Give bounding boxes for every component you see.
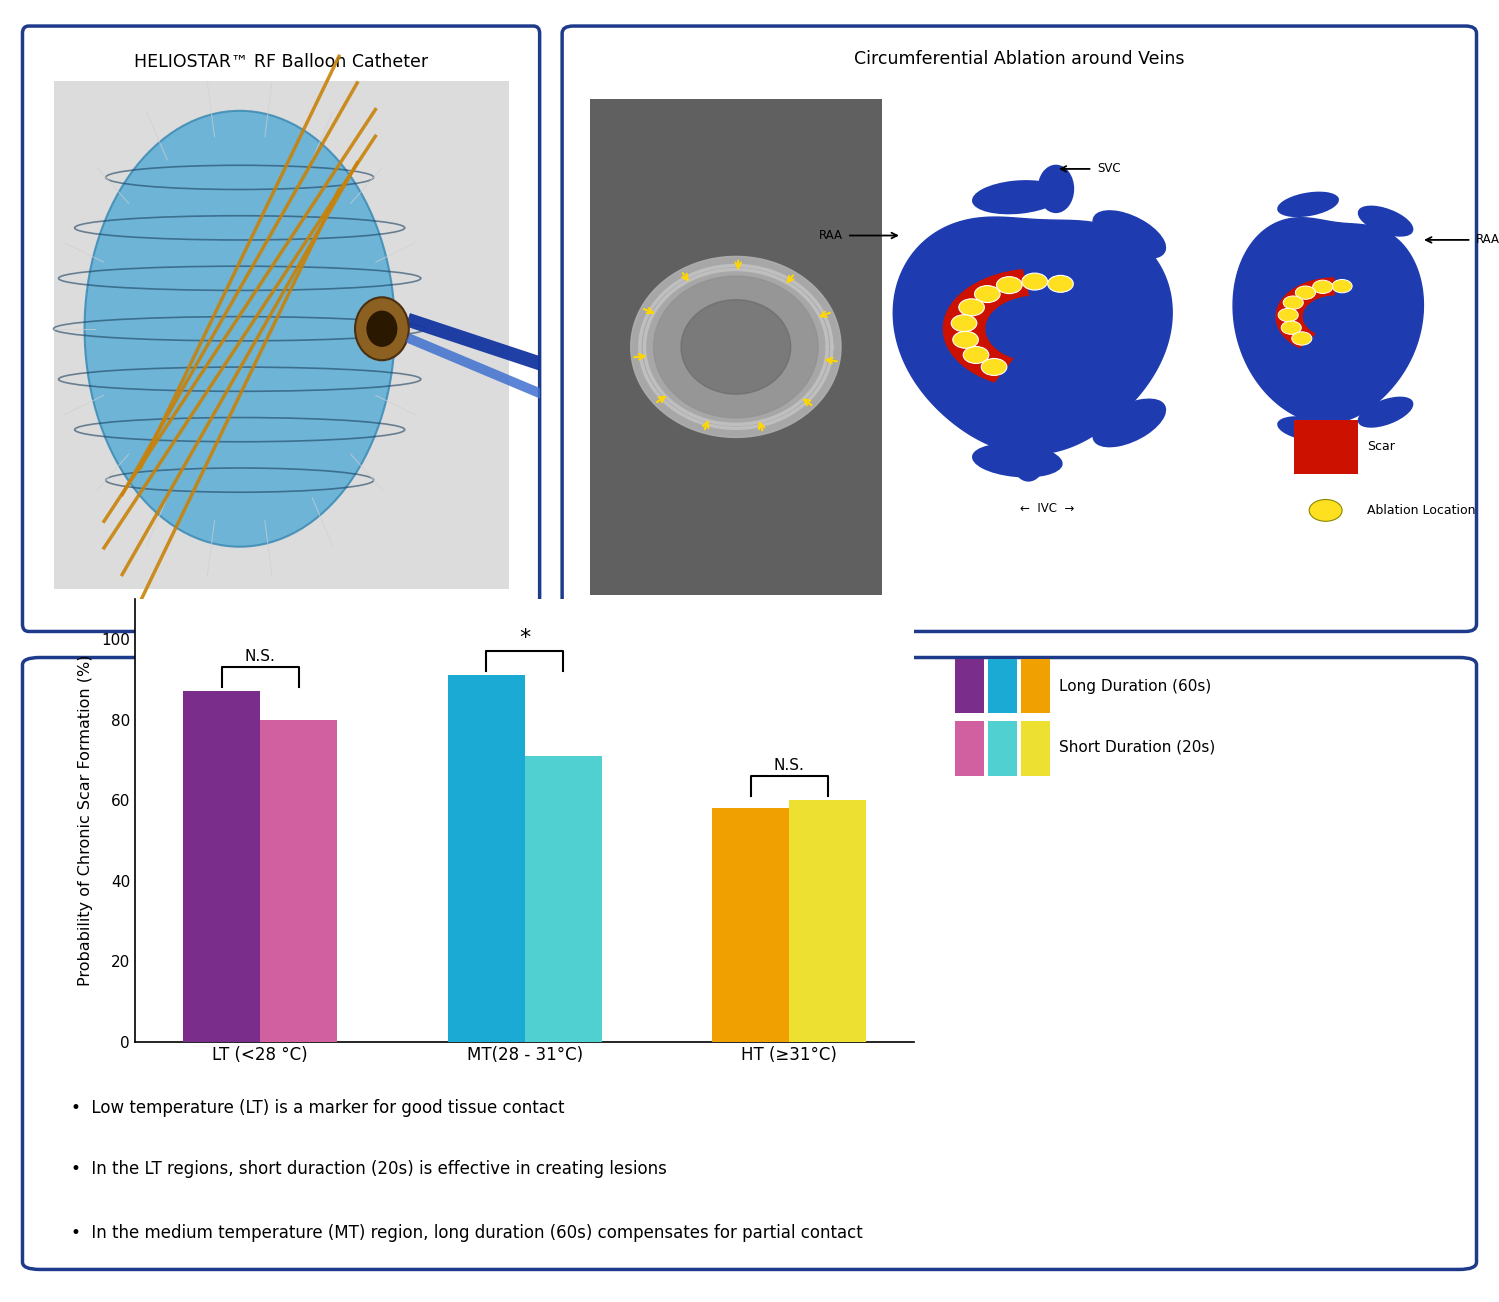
Ellipse shape [1358,397,1414,427]
Circle shape [1313,280,1333,293]
Ellipse shape [1093,210,1166,259]
Circle shape [1333,280,1352,293]
Polygon shape [1234,217,1424,423]
Ellipse shape [1012,443,1045,482]
Circle shape [1283,296,1303,310]
Ellipse shape [1358,206,1414,237]
Circle shape [997,276,1022,294]
Circle shape [953,331,979,348]
Ellipse shape [1093,398,1166,448]
Text: RAA: RAA [1477,233,1499,246]
Bar [955,659,985,713]
Text: •  Low temperature (LT) is a marker for good tissue contact: • Low temperature (LT) is a marker for g… [70,1099,564,1117]
Circle shape [1048,275,1073,293]
Circle shape [959,299,985,316]
Bar [790,801,866,1042]
Circle shape [964,346,989,363]
Polygon shape [681,299,791,395]
Circle shape [982,358,1007,375]
Text: Ablation Location: Ablation Location [1367,504,1475,517]
Text: ←  IVC  →: ← IVC → [1019,503,1073,516]
Y-axis label: Probability of Chronic Scar Formation (%): Probability of Chronic Scar Formation (%… [78,655,93,986]
FancyBboxPatch shape [562,26,1477,631]
Ellipse shape [1277,191,1339,217]
Circle shape [1292,332,1312,345]
Ellipse shape [971,180,1063,215]
Bar [1021,721,1051,776]
Text: HELIOSTAR™ RF Balloon Catheter: HELIOSTAR™ RF Balloon Catheter [133,53,429,72]
Text: Scar: Scar [1367,440,1394,453]
Text: N.S.: N.S. [244,650,276,664]
Bar [259,720,337,1042]
Polygon shape [1276,277,1334,349]
Circle shape [974,285,1000,302]
Bar [525,756,601,1042]
Bar [1021,659,1051,713]
Polygon shape [893,217,1172,454]
Circle shape [1295,286,1316,299]
Circle shape [1022,273,1048,290]
Ellipse shape [1277,417,1339,441]
Text: Long Duration (60s): Long Duration (60s) [1058,678,1211,694]
Text: SVC: SVC [1097,163,1121,176]
Bar [955,721,985,776]
Bar [1294,419,1358,474]
Circle shape [952,315,977,332]
Ellipse shape [1037,164,1075,214]
Circle shape [355,297,409,361]
Text: RAA: RAA [818,229,842,242]
Bar [448,676,525,1042]
Text: •  In the medium temperature (MT) region, long duration (60s) compensates for pa: • In the medium temperature (MT) region,… [70,1224,862,1242]
Polygon shape [631,256,841,437]
Bar [183,691,259,1042]
Text: Circumferential Ablation around Veins: Circumferential Ablation around Veins [854,51,1184,68]
Polygon shape [943,270,1030,383]
Bar [988,659,1018,713]
Bar [589,99,881,595]
FancyBboxPatch shape [22,26,540,631]
Bar [988,721,1018,776]
Text: •  In the LT regions, short duraction (20s) is effective in creating lesions: • In the LT regions, short duraction (20… [70,1160,667,1177]
Ellipse shape [84,111,394,547]
Text: Short Duration (20s): Short Duration (20s) [1058,740,1216,755]
Ellipse shape [971,443,1063,478]
Circle shape [1279,309,1298,322]
FancyBboxPatch shape [22,658,1477,1269]
Bar [54,81,508,589]
Text: N.S.: N.S. [773,758,805,773]
Circle shape [1282,322,1301,335]
Text: *: * [519,628,531,648]
Bar [712,809,790,1042]
Circle shape [1309,500,1342,521]
Polygon shape [654,276,818,418]
Circle shape [366,311,397,346]
